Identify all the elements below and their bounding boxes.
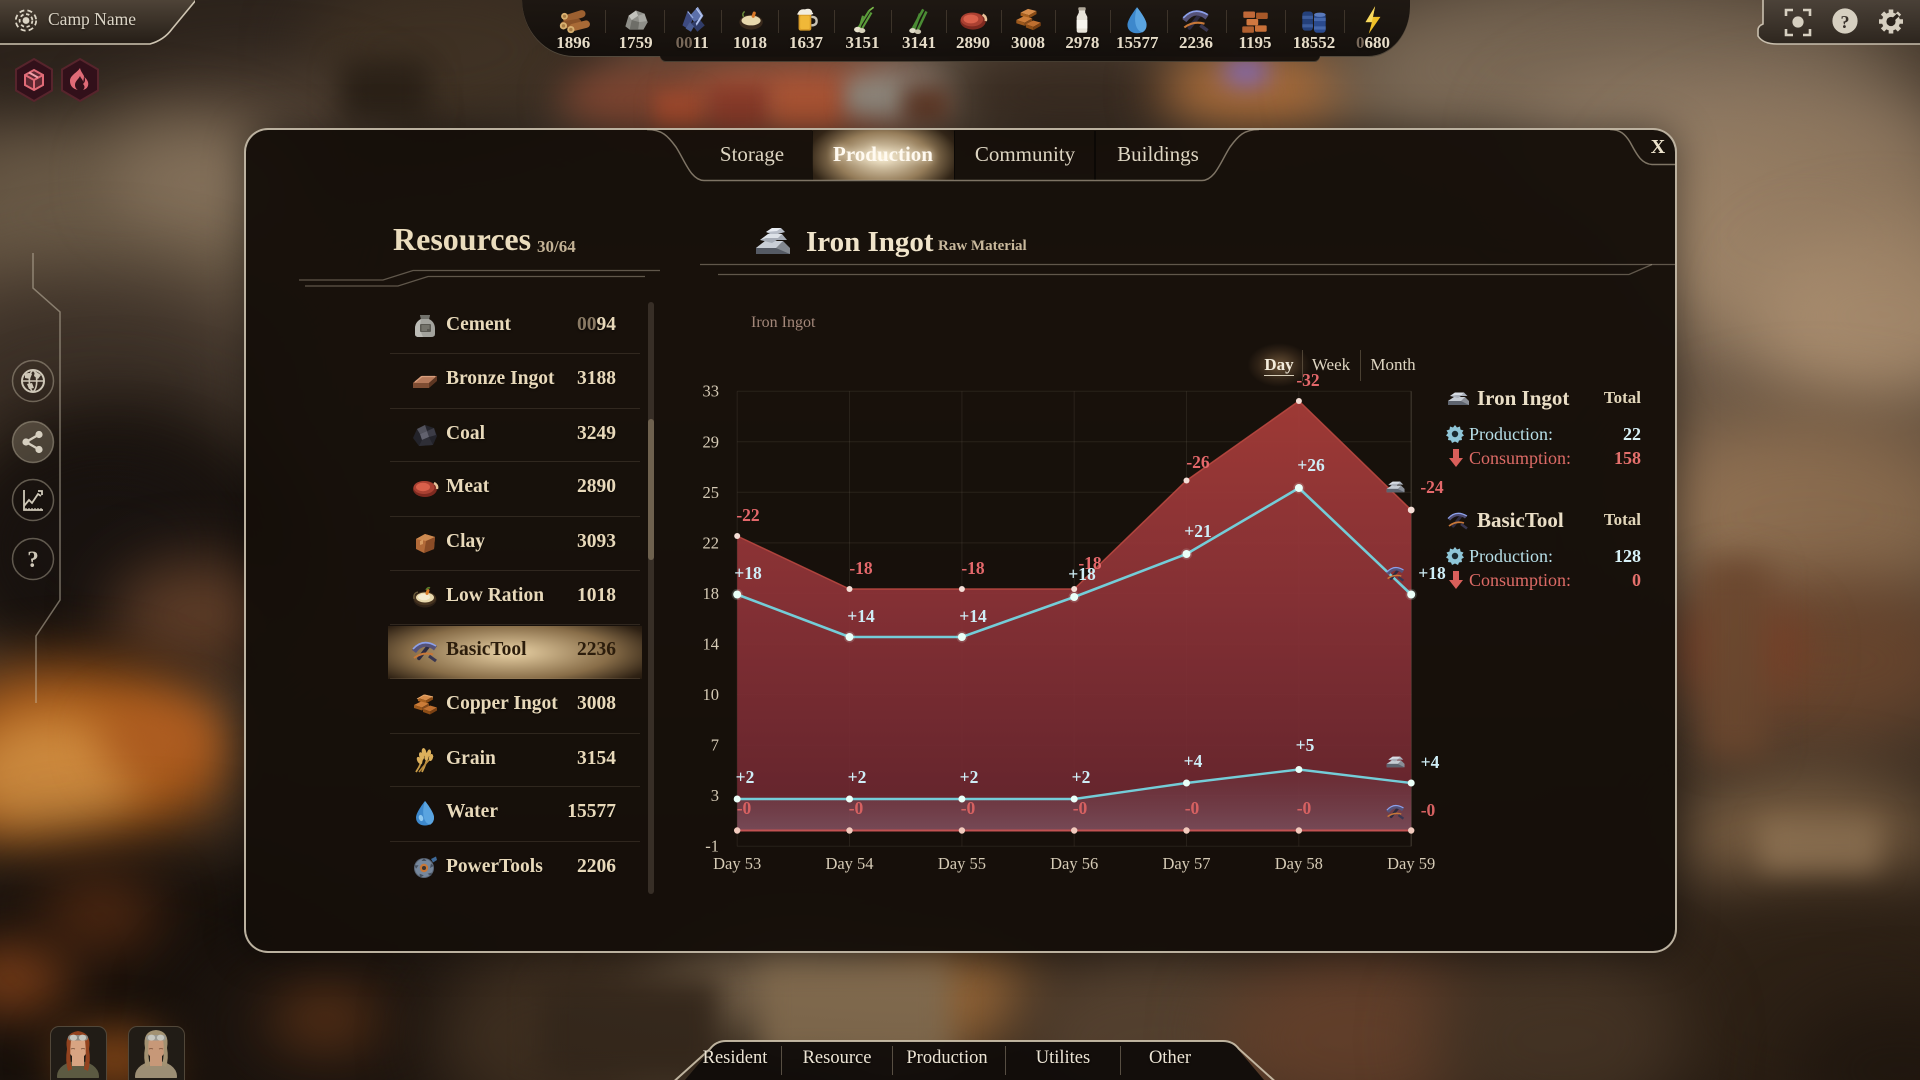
svg-text:Day 54: Day 54: [825, 854, 873, 873]
svg-text:Day 56: Day 56: [1050, 854, 1098, 873]
svg-text:-32: -32: [1296, 370, 1319, 390]
svg-text:-0: -0: [1297, 798, 1312, 818]
svg-text:+2: +2: [848, 767, 867, 787]
svg-text:+2: +2: [736, 767, 755, 787]
svg-text:+18: +18: [734, 563, 762, 583]
svg-text:Day 58: Day 58: [1275, 854, 1323, 873]
svg-text:-0: -0: [849, 798, 864, 818]
svg-text:+4: +4: [1421, 752, 1440, 772]
svg-text:?: ?: [27, 547, 39, 572]
svg-text:+18: +18: [1068, 564, 1096, 584]
svg-text:14: 14: [703, 635, 720, 654]
svg-text:-18: -18: [961, 558, 985, 578]
svg-text:33: 33: [703, 382, 720, 401]
svg-text:Day 57: Day 57: [1162, 854, 1210, 873]
svg-text:29: 29: [703, 432, 720, 451]
svg-text:+5: +5: [1296, 735, 1315, 755]
svg-text:+21: +21: [1184, 521, 1211, 541]
svg-text:-1: -1: [705, 837, 719, 856]
svg-text:-0: -0: [737, 798, 752, 818]
svg-text:-0: -0: [1421, 800, 1436, 820]
svg-text:-0: -0: [961, 798, 976, 818]
svg-text:Day 53: Day 53: [713, 854, 761, 873]
svg-text:25: 25: [703, 483, 720, 502]
svg-text:3: 3: [711, 786, 719, 805]
svg-text:+4: +4: [1184, 751, 1203, 771]
svg-text:+2: +2: [960, 767, 979, 787]
svg-text:Day 59: Day 59: [1387, 854, 1435, 873]
svg-text:18: 18: [703, 584, 720, 603]
svg-text:-24: -24: [1420, 477, 1444, 497]
svg-text:?: ?: [1841, 12, 1850, 32]
svg-text:-26: -26: [1186, 452, 1210, 472]
svg-text:-18: -18: [849, 558, 873, 578]
svg-text:-22: -22: [736, 505, 759, 525]
svg-text:22: 22: [703, 533, 720, 552]
svg-text:+14: +14: [847, 606, 875, 626]
svg-text:10: 10: [703, 685, 720, 704]
svg-text:+26: +26: [1297, 455, 1325, 475]
svg-text:-0: -0: [1185, 798, 1200, 818]
svg-text:+2: +2: [1072, 767, 1091, 787]
svg-text:+18: +18: [1418, 563, 1446, 583]
svg-text:7: 7: [711, 736, 719, 755]
svg-text:-18: -18: [1078, 553, 1102, 573]
svg-text:+14: +14: [959, 606, 987, 626]
svg-text:-0: -0: [1073, 798, 1088, 818]
svg-text:Day 55: Day 55: [938, 854, 986, 873]
